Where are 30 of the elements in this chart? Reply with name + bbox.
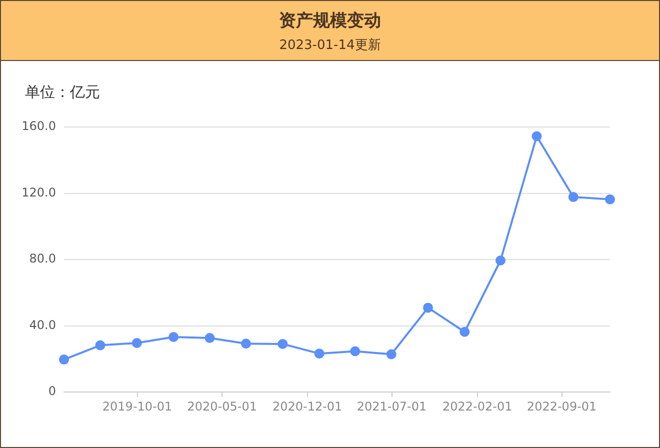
point: [350, 346, 360, 356]
point: [314, 348, 324, 359]
x-tick-label: 2020-05-01: [187, 399, 257, 414]
y-tick-label: 160.0: [22, 119, 56, 134]
point: [532, 131, 542, 142]
x-tick-label: 2022-02-01: [442, 399, 512, 414]
point: [278, 338, 288, 349]
point: [168, 332, 179, 342]
x-tick-label: 2020-12-01: [272, 399, 342, 414]
point: [204, 333, 215, 344]
x-tick-label: 2021-07-01: [356, 399, 427, 414]
point: [132, 338, 142, 348]
y-tick-label: 40.0: [29, 318, 56, 332]
point: [241, 338, 251, 349]
point: [568, 192, 578, 202]
chart-title: 资产规模变动: [278, 10, 382, 32]
point: [495, 255, 506, 266]
y-tick-label: 120.0: [22, 185, 56, 200]
x-tick-label: 2019-10-01: [102, 399, 172, 414]
y-tick-label: 0: [48, 384, 56, 398]
point: [460, 326, 470, 337]
chart-subtitle: 2023-01-14更新: [278, 37, 382, 54]
x-tick-label: 2022-09-01: [526, 399, 597, 414]
point: [59, 354, 69, 365]
y-axis-title: 单位：亿元: [25, 83, 100, 102]
point: [386, 349, 396, 360]
point: [605, 194, 615, 204]
point: [95, 340, 106, 350]
point: [423, 302, 433, 313]
y-tick-label: 80.0: [29, 252, 56, 266]
